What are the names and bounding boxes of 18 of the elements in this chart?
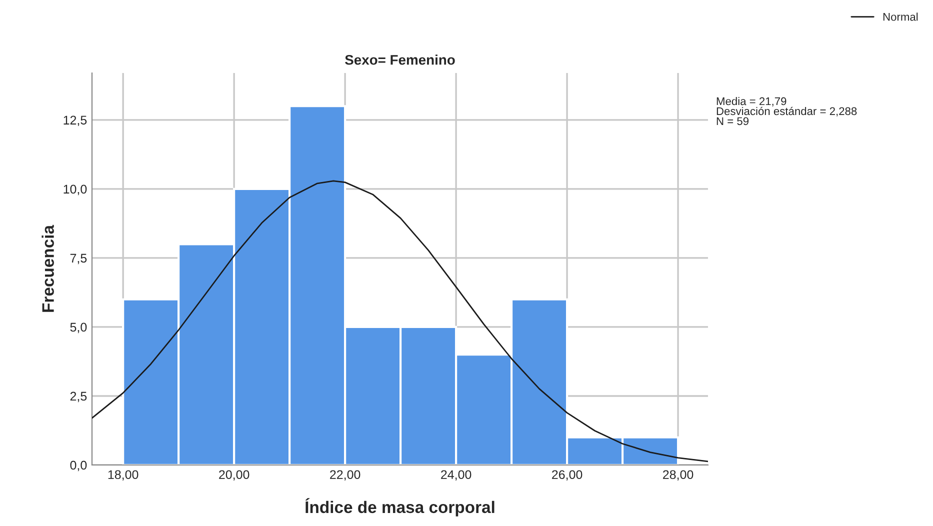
x-tick-label: 20,00 — [219, 470, 250, 481]
legend-label: Normal — [883, 12, 918, 21]
x-tick-label: 24,00 — [441, 470, 472, 481]
x-axis-title: Índice de masa corporal — [305, 498, 494, 516]
y-axis-title: Frecuencia — [42, 224, 54, 312]
y-tick-label: 2,5 — [70, 392, 87, 402]
text: Media = 21,79 Desviación estándar = 2,288 N = 59 — [716, 97, 857, 126]
chart-title: Sexo= Femenino — [345, 54, 455, 65]
line-series — [92, 180, 708, 462]
y-tick-label: 0,0 — [70, 460, 87, 472]
x-tick-label: 22,00 — [330, 470, 360, 481]
y-tick-label: 10,0 — [64, 184, 87, 196]
y-tick-label: 7,5 — [70, 254, 87, 264]
x-tick-label: 18,00 — [108, 470, 138, 481]
y-tick-label: 5,0 — [70, 322, 87, 334]
x-tick-label: 26,00 — [552, 470, 582, 481]
y-tick-label: 12,5 — [64, 116, 87, 126]
x-tick-label: 28,00 — [663, 470, 694, 481]
